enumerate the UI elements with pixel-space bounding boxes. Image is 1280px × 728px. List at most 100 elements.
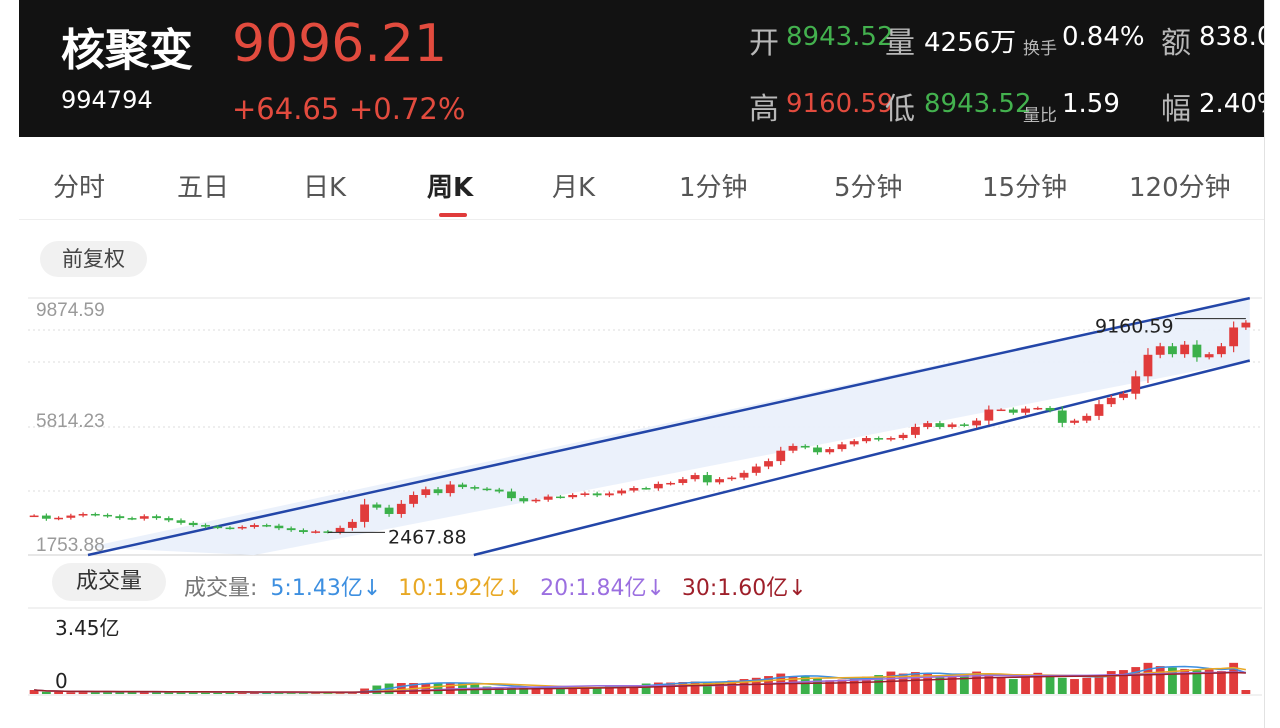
volume-bar: [580, 687, 590, 694]
volume-bar: [494, 687, 504, 694]
amount-label: 额: [1161, 26, 1191, 61]
volume-bar: [788, 676, 798, 694]
volume-bar: [715, 681, 724, 694]
tab-15min[interactable]: 15分钟: [982, 173, 1068, 203]
trend-channel: [87, 296, 1251, 557]
candle-body: [910, 426, 920, 435]
volume-max-label: 3.45亿: [55, 616, 120, 640]
stock-name: 核聚变: [61, 25, 193, 76]
tab-1min[interactable]: 1分钟: [679, 173, 748, 203]
volume-bar: [886, 671, 896, 694]
volume-bar: [421, 683, 431, 694]
price-change: +64.65: [232, 92, 340, 126]
candle-body: [751, 466, 761, 473]
candle-body: [298, 530, 308, 533]
volume-bar: [739, 679, 749, 694]
tab-weekly-k[interactable]: 周K: [427, 173, 474, 203]
tab-daily-k[interactable]: 日K: [303, 173, 347, 203]
tab-monthly-k[interactable]: 月K: [552, 173, 596, 203]
candle-body: [274, 525, 284, 529]
volume-bar: [1008, 679, 1018, 694]
candle-body: [335, 527, 345, 533]
volume-bar: [898, 673, 908, 694]
candle-body: [262, 525, 272, 527]
volume-bar: [800, 676, 810, 694]
candle-body: [543, 496, 553, 500]
candle-body: [458, 484, 467, 488]
volume-bar: [874, 675, 884, 694]
adjust-type-button[interactable]: 前复权: [40, 241, 147, 277]
turnover-value: 0.84%: [1062, 22, 1145, 52]
tab-five-day[interactable]: 五日: [177, 173, 230, 203]
candle-body: [653, 483, 663, 489]
candle-body: [556, 496, 565, 499]
candle-body: [188, 522, 198, 526]
candle-body: [629, 488, 639, 491]
candle-body: [776, 450, 786, 462]
scrollbar[interactable]: [1264, 0, 1280, 728]
candle-body: [678, 479, 688, 483]
candle-body: [421, 489, 431, 495]
candle-body: [1131, 376, 1141, 394]
candle-body: [862, 438, 871, 442]
volume-bar: [1119, 670, 1128, 694]
volume-bar: [41, 691, 51, 694]
volume-ma10: 10:1.92亿↓: [398, 576, 524, 601]
volume-bar: [1106, 671, 1116, 694]
volume-bar: [947, 676, 957, 694]
volume-bar: [274, 692, 284, 694]
volume-bar: [1155, 666, 1165, 694]
open-label: 开: [749, 26, 779, 61]
tab-intraday[interactable]: 分时: [53, 173, 106, 203]
candle-body: [1204, 354, 1214, 358]
candle-body: [225, 527, 235, 530]
channel-lower-line: [473, 359, 1251, 557]
volume-bar: [751, 677, 761, 694]
last-price: 9096.21: [232, 14, 448, 74]
volume-bar: [176, 692, 186, 694]
volume-bar: [66, 692, 76, 694]
candle-body: [433, 489, 443, 494]
high-annotation-label: 9160.59: [1095, 316, 1174, 338]
tab-120min[interactable]: 120分钟: [1129, 173, 1231, 203]
volume-bar: [972, 671, 982, 694]
volume-bar: [959, 673, 969, 694]
volume-bar: [237, 692, 247, 694]
volume-bar: [1070, 679, 1079, 694]
volume-indicator-button[interactable]: 成交量: [52, 563, 167, 601]
candle-body: [617, 490, 627, 494]
volume-bar: [1180, 669, 1190, 694]
candle-body: [1155, 346, 1165, 355]
candle-body: [727, 477, 737, 480]
volume-bar: [813, 678, 822, 694]
price-change-pct: +0.72%: [349, 92, 466, 126]
volume-bar: [201, 692, 210, 694]
volume-ma-stats: 成交量: 5:1.43亿↓ 10:1.92亿↓ 20:1.84亿↓ 30:1.6…: [184, 570, 817, 602]
low-label: 低: [885, 92, 915, 127]
chart-labels: 9874.59 5814.23 1753.88 9160.59 2467.88 3.45亿…: [36, 300, 1246, 693]
volume-bar: [1204, 669, 1214, 694]
volume-bar: [935, 675, 945, 694]
volume-bar: [629, 685, 639, 694]
volume-bar: [910, 672, 920, 694]
volume-bar: [139, 692, 149, 694]
volume-bar: [1057, 677, 1067, 694]
candle-body: [568, 494, 578, 498]
candle-body: [127, 518, 137, 520]
volume-bar: [1045, 675, 1055, 694]
candle-body: [164, 518, 174, 521]
candle-body: [641, 488, 651, 490]
tab-5min[interactable]: 5分钟: [834, 173, 903, 203]
turnover-label: 换手: [1023, 39, 1057, 59]
low-value: 8943.52: [924, 89, 1032, 119]
candle-body: [886, 438, 896, 440]
candle-body: [1192, 344, 1202, 358]
volume-bar: [641, 683, 651, 694]
volume-bar: [923, 674, 933, 694]
candle-body: [347, 521, 357, 528]
candle-body: [959, 424, 969, 426]
candle-body: [29, 515, 39, 518]
volume-bar: [482, 686, 492, 694]
candle-body: [898, 434, 908, 439]
